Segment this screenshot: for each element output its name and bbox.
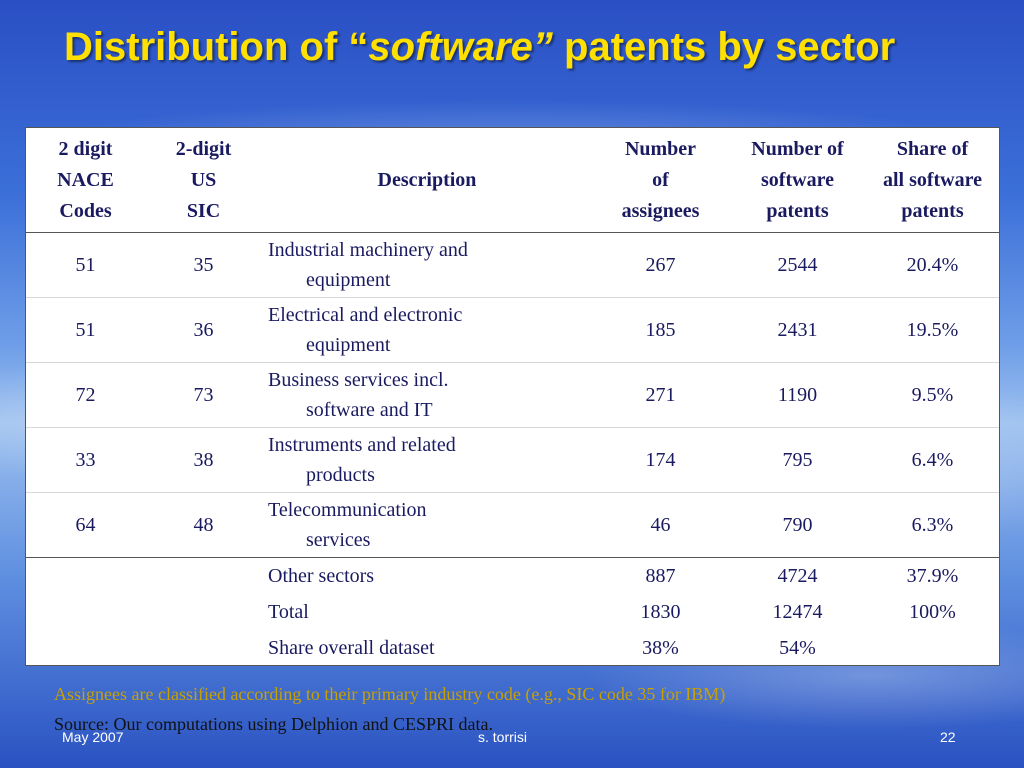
empty-cell [26,594,145,630]
source-note: Source: Our computations using Delphion … [54,714,493,734]
sic-cell: 73 [145,362,262,428]
table-row: 64 48 Telecommunication services 46 790 6… [26,492,999,558]
assignees-cell: 267 [592,232,729,298]
share-cell: 19.5% [866,297,999,363]
slide-title: Distribution of “software” patents by se… [64,25,896,69]
footer-date: May 2007 [62,729,124,745]
summary-label: Other sectors [268,564,375,587]
empty-cell [145,594,262,630]
summary-row-other-sectors: Other sectors 887 4724 37.9% [26,558,999,595]
empty-cell [145,630,262,666]
nace-cell: 64 [26,492,145,558]
assignees-cell: 1830 [640,600,681,623]
table-row: 51 36 Electrical and electronic equipment… [26,297,999,363]
nace-cell: 51 [26,232,145,298]
summary-label: Total [268,600,309,623]
summary-label: Share overall dataset [268,636,435,659]
nace-cell: 33 [26,427,145,493]
patents-cell: 1190 [729,362,866,428]
description-cell: Instruments and related products [262,427,592,493]
share-cell [866,630,999,666]
sic-cell: 35 [145,232,262,298]
header-number-of-patents: Number of software patents [729,128,866,233]
classification-note: Assignees are classified according to th… [54,684,726,704]
patent-distribution-table: 2 digit NACE Codes 2-digit US SIC Descriptio… [25,127,1000,666]
assignees-cell: 185 [592,297,729,363]
patents-cell: 2544 [729,232,866,298]
sic-cell: 48 [145,492,262,558]
header-us-sic: 2-digit US SIC [145,128,262,233]
description-cell: Telecommunication services [262,492,592,558]
empty-cell [145,558,262,595]
sic-cell: 38 [145,427,262,493]
table-row: 33 38 Instruments and related products 17… [26,427,999,493]
patents-cell: 54% [779,636,816,659]
assignees-cell: 38% [642,636,679,659]
assignees-cell: 46 [592,492,729,558]
patents-cell: 12474 [772,600,823,623]
assignees-cell: 174 [592,427,729,493]
patents-cell: 790 [729,492,866,558]
summary-row-total: Total 1830 12474 100% [26,594,999,630]
description-cell: Business services incl. software and IT [262,362,592,428]
nace-cell: 51 [26,297,145,363]
empty-cell [26,630,145,666]
share-cell: 100% [909,600,956,623]
header-nace-codes: 2 digit NACE Codes [26,128,145,233]
patents-cell: 795 [729,427,866,493]
footer-page-number: 22 [940,729,956,745]
share-cell: 37.9% [906,564,959,587]
description-cell: Electrical and electronic equipment [262,297,592,363]
table-header-row: 2 digit NACE Codes 2-digit US SIC Descriptio… [26,128,999,233]
header-description: Description [262,128,592,233]
patents-cell: 4724 [777,564,818,587]
header-share-of-patents: Share of all software patents [866,128,999,233]
footer-author: s. torrisi [478,729,527,745]
assignees-cell: 271 [592,362,729,428]
share-cell: 6.3% [866,492,999,558]
sic-cell: 36 [145,297,262,363]
share-cell: 6.4% [866,427,999,493]
patents-cell: 2431 [729,297,866,363]
table-row: 51 35 Industrial machinery and equipment … [26,232,999,298]
assignees-cell: 887 [645,564,676,587]
empty-cell [26,558,145,595]
nace-cell: 72 [26,362,145,428]
share-cell: 9.5% [866,362,999,428]
summary-row-share-overall: Share overall dataset 38% 54% [26,630,999,666]
description-cell: Industrial machinery and equipment [262,232,592,298]
header-number-of-assignees: Number of assignees [592,128,729,233]
share-cell: 20.4% [866,232,999,298]
table-row: 72 73 Business services incl. software an… [26,362,999,428]
